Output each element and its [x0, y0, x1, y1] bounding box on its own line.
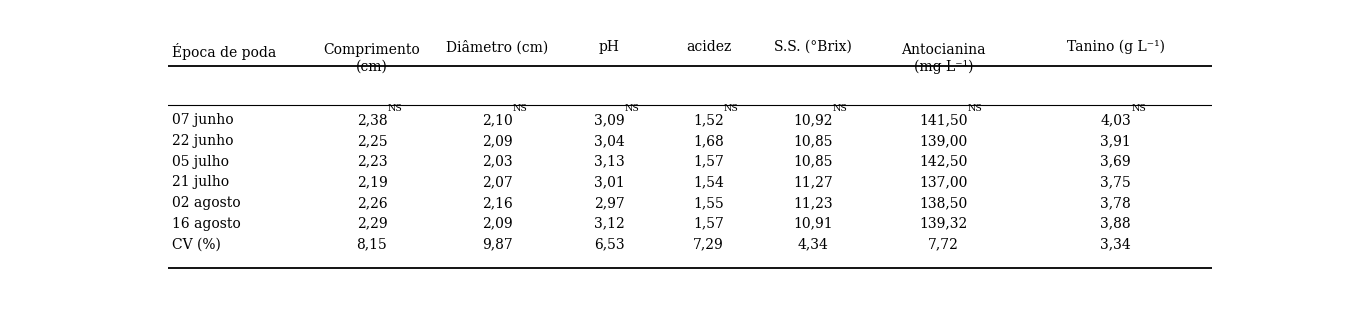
Text: Época de poda: Época de poda: [171, 43, 276, 61]
Text: CV (%): CV (%): [171, 237, 221, 251]
Text: 11,23: 11,23: [793, 196, 832, 210]
Text: 3,75: 3,75: [1100, 175, 1131, 189]
Text: 4,34: 4,34: [797, 237, 828, 251]
Text: 2,16: 2,16: [482, 196, 513, 210]
Text: NS: NS: [513, 104, 528, 113]
Text: 2,09: 2,09: [482, 134, 512, 148]
Text: 9,87: 9,87: [482, 237, 513, 251]
Text: 2,97: 2,97: [594, 196, 625, 210]
Text: 10,91: 10,91: [793, 217, 832, 231]
Text: 3,78: 3,78: [1100, 196, 1131, 210]
Text: Comprimento
(cm): Comprimento (cm): [323, 43, 420, 74]
Text: Antocianina
(mg L⁻¹): Antocianina (mg L⁻¹): [901, 43, 986, 74]
Text: NS: NS: [723, 104, 740, 113]
Text: 3,12: 3,12: [594, 217, 625, 231]
Text: 07 junho: 07 junho: [171, 113, 233, 127]
Text: 3,04: 3,04: [594, 134, 625, 148]
Text: 137,00: 137,00: [919, 175, 967, 189]
Text: 21 julho: 21 julho: [171, 175, 229, 189]
Text: 3,88: 3,88: [1100, 217, 1131, 231]
Text: 2,38: 2,38: [357, 113, 387, 127]
Text: 4,03: 4,03: [1100, 113, 1131, 127]
Text: 3,34: 3,34: [1100, 237, 1131, 251]
Text: 3,13: 3,13: [594, 155, 625, 169]
Text: 1,54: 1,54: [694, 175, 725, 189]
Text: 1,55: 1,55: [694, 196, 723, 210]
Text: 3,91: 3,91: [1100, 134, 1131, 148]
Text: 3,09: 3,09: [594, 113, 625, 127]
Text: 142,50: 142,50: [919, 155, 967, 169]
Text: NS: NS: [1131, 104, 1146, 113]
Text: 2,26: 2,26: [357, 196, 387, 210]
Text: NS: NS: [967, 104, 982, 113]
Text: 11,27: 11,27: [793, 175, 832, 189]
Text: NS: NS: [625, 104, 640, 113]
Text: 138,50: 138,50: [920, 196, 967, 210]
Text: 141,50: 141,50: [919, 113, 967, 127]
Text: pH: pH: [599, 40, 620, 54]
Text: 6,53: 6,53: [594, 237, 625, 251]
Text: 139,32: 139,32: [920, 217, 967, 231]
Text: 2,07: 2,07: [482, 175, 513, 189]
Text: Tanino (g L⁻¹): Tanino (g L⁻¹): [1067, 40, 1165, 54]
Text: 7,29: 7,29: [694, 237, 723, 251]
Text: 2,10: 2,10: [482, 113, 513, 127]
Text: 10,92: 10,92: [793, 113, 832, 127]
Text: acidez: acidez: [686, 40, 731, 54]
Text: 10,85: 10,85: [793, 134, 832, 148]
Text: 2,03: 2,03: [482, 155, 512, 169]
Text: 2,25: 2,25: [357, 134, 387, 148]
Text: 22 junho: 22 junho: [171, 134, 233, 148]
Text: 1,52: 1,52: [694, 113, 723, 127]
Text: NS: NS: [387, 104, 403, 113]
Text: 2,19: 2,19: [357, 175, 388, 189]
Text: 3,01: 3,01: [594, 175, 625, 189]
Text: 10,85: 10,85: [793, 155, 832, 169]
Text: 2,23: 2,23: [357, 155, 387, 169]
Text: 3,69: 3,69: [1100, 155, 1131, 169]
Text: S.S. (°Brix): S.S. (°Brix): [775, 40, 851, 54]
Text: 1,57: 1,57: [694, 217, 725, 231]
Text: NS: NS: [832, 104, 847, 113]
Text: 2,29: 2,29: [357, 217, 387, 231]
Text: 8,15: 8,15: [357, 237, 388, 251]
Text: 02 agosto: 02 agosto: [171, 196, 240, 210]
Text: 16 agosto: 16 agosto: [171, 217, 240, 231]
Text: 139,00: 139,00: [920, 134, 967, 148]
Text: 7,72: 7,72: [928, 237, 959, 251]
Text: 1,68: 1,68: [694, 134, 723, 148]
Text: Diâmetro (cm): Diâmetro (cm): [446, 40, 548, 54]
Text: 1,57: 1,57: [694, 155, 725, 169]
Text: 2,09: 2,09: [482, 217, 512, 231]
Text: 05 julho: 05 julho: [171, 155, 229, 169]
